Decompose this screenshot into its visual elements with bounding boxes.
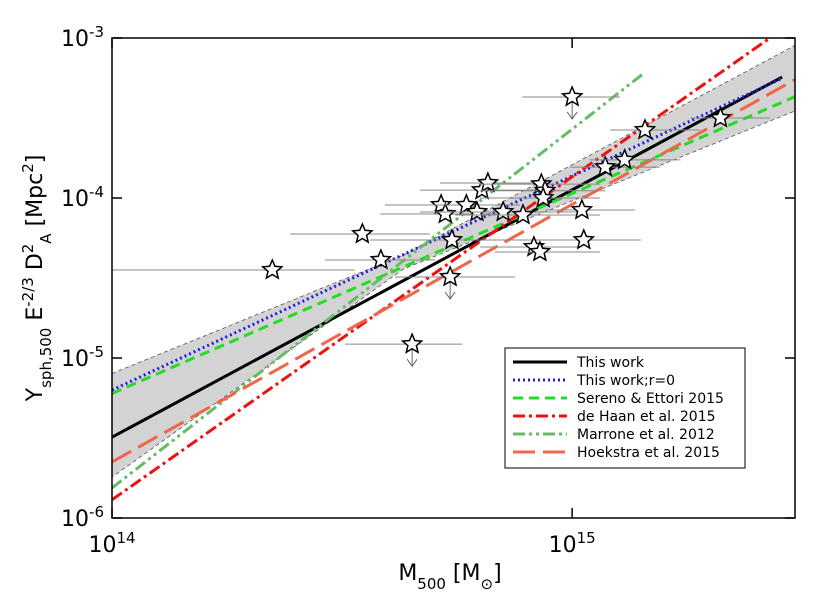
y-tick-label: 10-6 xyxy=(61,503,104,532)
x-tick-label: 1014 xyxy=(88,529,135,558)
data-point xyxy=(440,228,464,250)
tick-base: 10 xyxy=(549,533,577,558)
data-point xyxy=(709,106,732,128)
label-part: sph,500 xyxy=(37,328,55,388)
data-point xyxy=(511,203,535,225)
data-point xyxy=(455,193,478,215)
data-point xyxy=(572,228,596,250)
label-part: 500 xyxy=(417,575,446,593)
label-part: M xyxy=(398,561,417,586)
plot-layer xyxy=(112,38,795,501)
tick-base: 10 xyxy=(61,507,89,532)
fit-line xyxy=(112,75,783,439)
x-tick-label: 1015 xyxy=(549,529,596,558)
tick-base: 10 xyxy=(61,347,89,372)
data-point xyxy=(593,155,617,177)
y-tick-label: 10-4 xyxy=(61,183,104,212)
label-part: [Mpc xyxy=(23,173,48,234)
tick-exponent: -3 xyxy=(89,23,104,41)
label-part: A xyxy=(37,233,55,244)
legend-label: This work xyxy=(576,355,645,371)
label-part: E xyxy=(23,307,48,328)
x-axis-label: M500 [M⊙] xyxy=(398,561,501,593)
y-tick-label: 10-5 xyxy=(61,343,104,372)
fit-line xyxy=(112,38,771,501)
label-part: 2 xyxy=(19,163,37,173)
data-point xyxy=(433,202,457,224)
tick-exponent: 15 xyxy=(577,529,596,547)
tick-base: 10 xyxy=(61,187,89,212)
data-point xyxy=(633,118,657,140)
legend-label: This work;r=0 xyxy=(576,373,675,389)
data-point xyxy=(476,171,500,193)
label-part: 2 xyxy=(19,244,37,254)
tick-exponent: 14 xyxy=(116,529,135,547)
label-part: ] xyxy=(23,155,48,164)
tick-base: 10 xyxy=(61,27,89,52)
legend-label: de Haan et al. 2015 xyxy=(577,409,716,425)
data-point xyxy=(260,258,284,280)
data-point xyxy=(528,240,552,262)
data-point xyxy=(531,186,555,208)
tick-exponent: -4 xyxy=(89,183,104,201)
plot-frame xyxy=(111,37,796,519)
fit-line xyxy=(112,78,795,464)
data-point xyxy=(369,248,393,270)
data-point xyxy=(570,198,594,220)
tick-base: 10 xyxy=(88,533,116,558)
data-point xyxy=(350,222,374,244)
label-part: Y xyxy=(23,387,48,402)
tick-exponent: -6 xyxy=(89,503,104,521)
legend-label: Hoekstra et al. 2015 xyxy=(577,445,720,461)
data-point xyxy=(560,85,584,107)
tick-exponent: -5 xyxy=(89,343,104,361)
data-point xyxy=(613,147,636,170)
label-part: ] xyxy=(493,561,502,586)
label-part: D xyxy=(23,253,48,277)
data-point xyxy=(491,200,515,222)
data-point xyxy=(465,200,489,222)
legend-label: Sereno & Ettori 2015 xyxy=(577,391,724,407)
label-part: -2/3 xyxy=(19,277,37,307)
data-point xyxy=(400,332,424,354)
fit-line xyxy=(112,71,646,490)
label-part: ⊙ xyxy=(481,575,494,593)
y-axis-label: Ysph,500 E-2/3 D2A [Mpc2] xyxy=(19,155,55,403)
legend-label: Marrone et al. 2012 xyxy=(577,427,715,443)
y-tick-label: 10-3 xyxy=(61,23,104,52)
data-point xyxy=(438,265,462,287)
label-part: [M xyxy=(446,561,481,586)
legend-box xyxy=(504,347,746,469)
